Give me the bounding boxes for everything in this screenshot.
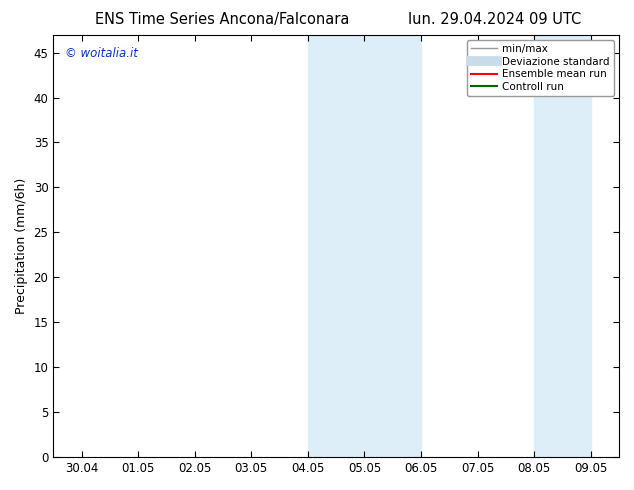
Legend: min/max, Deviazione standard, Ensemble mean run, Controll run: min/max, Deviazione standard, Ensemble m…: [467, 40, 614, 96]
Text: lun. 29.04.2024 09 UTC: lun. 29.04.2024 09 UTC: [408, 12, 581, 27]
Text: ENS Time Series Ancona/Falconara: ENS Time Series Ancona/Falconara: [94, 12, 349, 27]
Y-axis label: Precipitation (mm/6h): Precipitation (mm/6h): [15, 178, 28, 314]
Bar: [308, 35, 421, 457]
Bar: [534, 35, 591, 457]
Text: © woitalia.it: © woitalia.it: [65, 47, 138, 60]
